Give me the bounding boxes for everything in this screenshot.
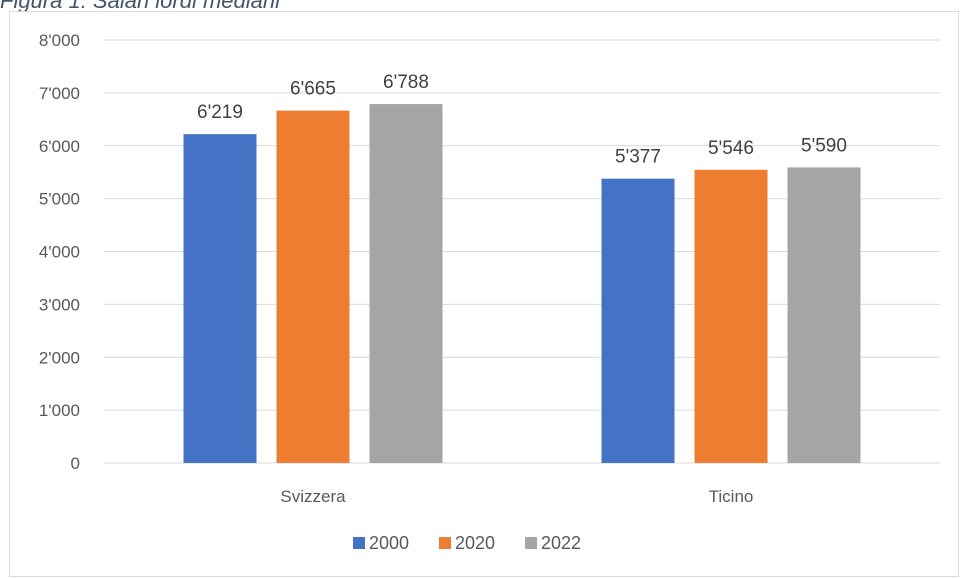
y-tick-label: 8'000 bbox=[39, 31, 80, 50]
legend-swatch-2000 bbox=[353, 537, 365, 549]
legend: 2000 2020 2022 bbox=[353, 533, 581, 553]
bar-2020-ticino bbox=[694, 169, 768, 463]
bars bbox=[183, 104, 861, 463]
x-axis-categories: Svizzera Ticino bbox=[280, 487, 753, 506]
legend-swatch-2020 bbox=[439, 537, 451, 549]
data-label: 6'219 bbox=[197, 102, 243, 123]
legend-label-2000: 2000 bbox=[369, 533, 409, 553]
bar-2022-ticino bbox=[787, 167, 861, 463]
y-tick-label: 1'000 bbox=[39, 401, 80, 420]
data-label: 6'788 bbox=[383, 72, 429, 93]
y-tick-label: 0 bbox=[71, 454, 80, 473]
figure-caption: Figura 1: Salari lordi mediani bbox=[0, 0, 281, 13]
y-tick-label: 6'000 bbox=[39, 137, 80, 156]
data-label: 5'590 bbox=[801, 135, 847, 156]
y-tick-label: 2'000 bbox=[39, 348, 80, 367]
legend-label-2020: 2020 bbox=[455, 533, 495, 553]
bar-2022-svizzera bbox=[369, 104, 443, 463]
data-label: 5'546 bbox=[708, 138, 754, 159]
x-category-label: Svizzera bbox=[280, 487, 346, 506]
x-category-label: Ticino bbox=[709, 487, 754, 506]
legend-label-2022: 2022 bbox=[541, 533, 581, 553]
data-label: 6'665 bbox=[290, 79, 336, 100]
y-tick-label: 4'000 bbox=[39, 243, 80, 262]
bar-2000-ticino bbox=[601, 178, 675, 463]
y-axis-ticks: 0 1'000 2'000 3'000 4'000 5'000 6'000 7'000 8'00… bbox=[39, 31, 80, 473]
y-tick-label: 7'000 bbox=[39, 84, 80, 103]
data-label: 5'377 bbox=[615, 147, 661, 168]
y-tick-label: 3'000 bbox=[39, 295, 80, 314]
data-labels: 6'219 6'665 6'788 5'377 5'546 5'590 bbox=[197, 72, 847, 168]
bar-2020-svizzera bbox=[276, 110, 350, 463]
y-tick-label: 5'000 bbox=[39, 190, 80, 209]
bar-2000-svizzera bbox=[183, 134, 257, 463]
legend-swatch-2022 bbox=[525, 537, 537, 549]
